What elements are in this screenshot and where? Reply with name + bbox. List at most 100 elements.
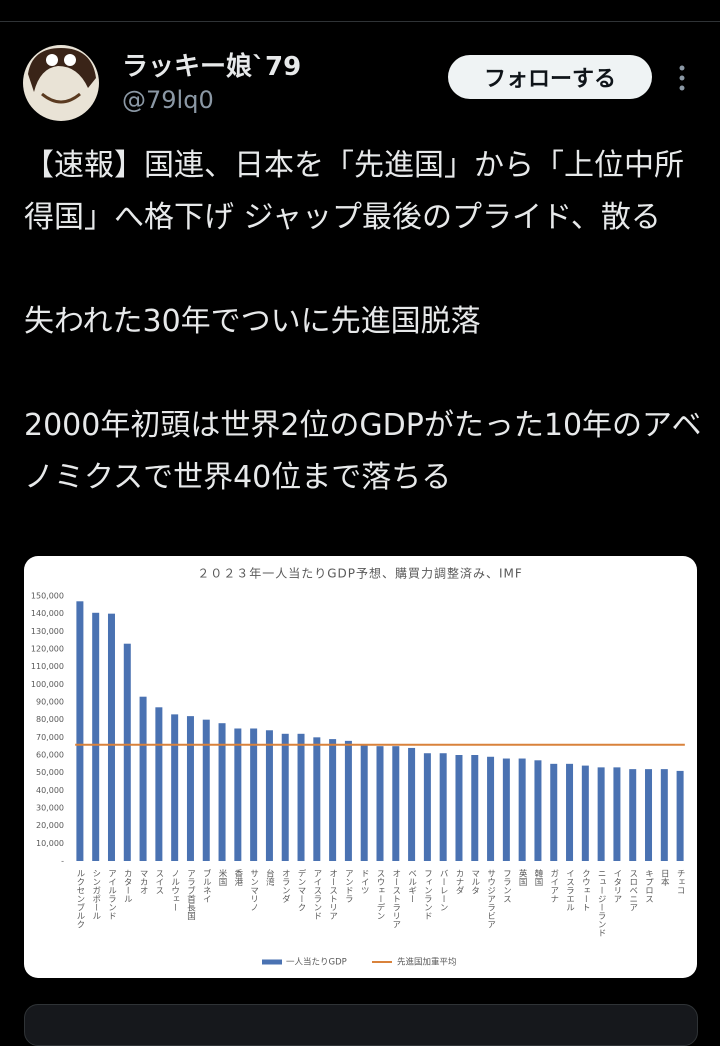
y-tick-label: 120,000 [31, 645, 64, 654]
x-tick-label: ノルウェー [170, 869, 180, 912]
y-tick-label: 130,000 [31, 627, 64, 636]
bar [502, 758, 510, 861]
x-tick-label: サンマリノ [249, 869, 259, 912]
x-tick-label: ガイアナ [549, 869, 559, 903]
bar [107, 613, 115, 861]
y-tick-label: 70,000 [36, 733, 64, 742]
x-tick-label: バーレーン [438, 869, 448, 912]
x-tick-label: ドイツ [359, 869, 369, 895]
x-tick-label: カタール [122, 869, 132, 903]
bar [645, 769, 653, 861]
y-tick-label: 60,000 [36, 751, 64, 760]
bar [313, 737, 321, 861]
y-tick-label: 110,000 [31, 662, 64, 671]
bar [439, 753, 447, 861]
x-tick-label: キプロス [644, 869, 654, 903]
chart-card[interactable]: ２０２３年一人当たりGDP予想、購買力調整済み、IMF - 10,000 20,00… [24, 556, 697, 978]
x-tick-label: シンガポール [91, 869, 101, 920]
x-tick-label: 台湾 [264, 868, 274, 887]
x-tick-label: マルタ [470, 869, 480, 895]
x-tick-label: アイスランド [312, 869, 322, 920]
x-tick-label: スイス [154, 869, 164, 895]
bar [629, 769, 637, 861]
bar [487, 756, 495, 861]
bar [202, 719, 210, 861]
x-tick-label: 英国 [517, 868, 527, 887]
y-tick-label: 80,000 [36, 715, 64, 724]
y-tick-label: 100,000 [31, 680, 64, 689]
y-tick-label: 150,000 [31, 592, 64, 601]
next-card [24, 1004, 698, 1046]
legend-swatch [262, 959, 282, 965]
bar [597, 767, 605, 861]
bar [76, 601, 84, 861]
bar [155, 707, 163, 861]
bar [360, 744, 368, 861]
bar [344, 740, 352, 861]
bar [408, 747, 416, 861]
x-tick-label: サウジアラビア [486, 869, 496, 929]
x-tick-label: フランス [501, 869, 511, 903]
x-tick-label: アラブ首長国 [185, 869, 195, 921]
bar [676, 770, 684, 861]
y-tick-label: 40,000 [36, 786, 64, 795]
chart-title: ２０２３年一人当たりGDP予想、購買力調整済み、IMF [197, 566, 523, 581]
x-tick-label: イスラエル [565, 869, 575, 912]
x-tick-label: 韓国 [533, 868, 543, 887]
bar [329, 739, 337, 861]
bar [123, 643, 131, 861]
more-menu[interactable] [676, 64, 688, 92]
bar [455, 755, 463, 861]
bar [250, 728, 258, 861]
bar [171, 714, 179, 861]
x-tick-label: ルクセンブルク [75, 869, 85, 929]
user-handle[interactable]: @79lq0 [122, 86, 214, 114]
bar [581, 765, 589, 861]
legend-label: 一人当たりGDP [286, 957, 347, 968]
tweet-text: 【速報】国連、日本を「先進国」から「上位中所得国」へ格下げ ジャップ最後のプライ… [24, 140, 704, 556]
bar [139, 696, 147, 861]
bar [265, 730, 273, 861]
x-tick-label: アンドラ [343, 869, 353, 903]
divider [0, 21, 720, 22]
y-tick-label: 140,000 [31, 609, 64, 618]
y-tick-label: - [61, 857, 64, 866]
paragraph: 2000年初頭は世界2位のGDPがたった10年のアベノミクスで世界40位まで落ち… [24, 408, 702, 495]
x-tick-label: オーストリア [328, 869, 338, 920]
x-tick-label: マカオ [138, 869, 148, 895]
paragraph: 【速報】国連、日本を「先進国」から「上位中所得国」へ格下げ ジャップ最後のプライ… [24, 148, 684, 235]
bar [92, 612, 100, 861]
y-tick-label: 30,000 [36, 804, 64, 813]
x-tick-label: カナダ [454, 869, 464, 895]
bar [613, 767, 621, 861]
bar [471, 755, 479, 861]
y-tick-label: 20,000 [36, 821, 64, 830]
y-tick-label: 50,000 [36, 768, 64, 777]
bar [234, 728, 242, 861]
bar [218, 723, 226, 861]
user-name[interactable]: ラッキー娘`79 [122, 52, 302, 82]
x-tick-label: 香港 [233, 868, 243, 887]
x-tick-label: アイルランド [106, 869, 116, 920]
x-tick-label: ベルギー [407, 869, 417, 903]
x-tick-label: オーストラリア [391, 869, 401, 929]
x-tick-label: デンマーク [296, 868, 306, 911]
avatar[interactable] [22, 44, 100, 122]
bar [297, 733, 305, 861]
y-tick-label: 90,000 [36, 698, 64, 707]
x-tick-label: スロベニア [628, 869, 638, 912]
bar [186, 716, 194, 861]
follow-button[interactable]: フォローする [448, 55, 652, 99]
bar [534, 760, 542, 861]
bar [660, 769, 668, 861]
x-tick-label: チェコ [675, 869, 685, 895]
bar [392, 746, 400, 861]
x-tick-label: オランダ [280, 869, 290, 903]
x-tick-label: クウェート [580, 869, 590, 912]
y-tick-label: 10,000 [36, 839, 64, 848]
x-tick-label: イタリア [612, 869, 622, 903]
bar [423, 753, 431, 861]
bar [566, 763, 574, 861]
legend-label: 先進国加重平均 [397, 957, 457, 968]
x-tick-label: ブルネイ [201, 868, 211, 903]
